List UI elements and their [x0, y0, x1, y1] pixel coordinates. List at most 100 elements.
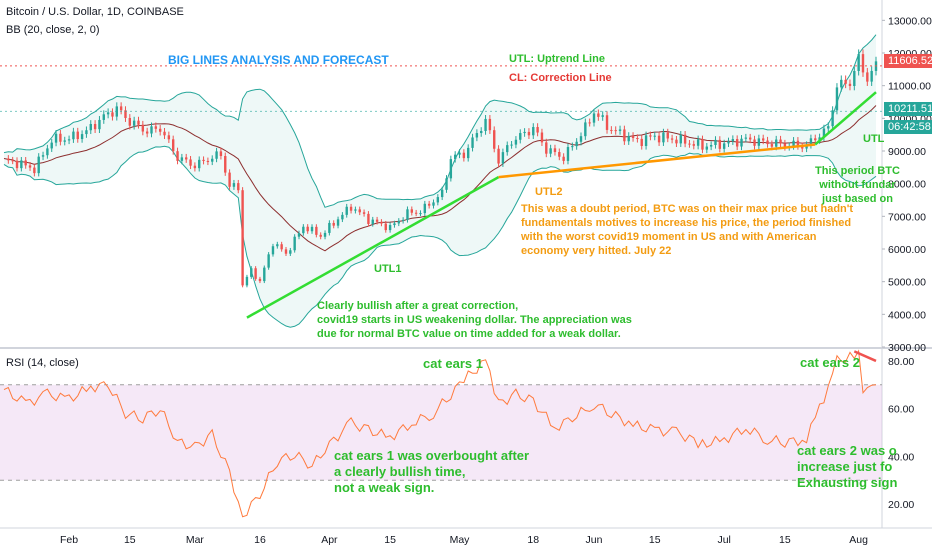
candle-body [566, 147, 570, 161]
rsi-axis-tick-label: 20.00 [888, 499, 914, 511]
candle-body [76, 131, 79, 140]
candle-body [705, 146, 709, 150]
candle-body [358, 209, 361, 213]
cat-ears-2-label: cat ears 2 [800, 355, 860, 370]
trend-line-utl2 [498, 143, 816, 179]
price-axis-tick-label: 8000.00 [888, 179, 926, 191]
candle-body [675, 139, 678, 144]
candle-body [297, 233, 301, 237]
candle-body [601, 115, 604, 117]
candle-body [158, 128, 162, 132]
bullish-note-line-1: Clearly bullish after a great correction… [317, 300, 519, 312]
ears1-note-line-3: not a weak sign. [334, 480, 435, 495]
candle-body [744, 137, 748, 139]
candle-body [232, 183, 236, 187]
candle-body [597, 113, 600, 117]
candle-body [453, 154, 457, 160]
bb-legend: BB (20, close, 2, 0) [6, 24, 100, 36]
candle-body [59, 133, 62, 142]
candle-body [336, 219, 340, 226]
candle-body [80, 134, 84, 140]
candle-body [866, 72, 869, 82]
candle-body [610, 129, 613, 131]
bullish-note-line-2: covid19 starts in US weakening dollar. T… [317, 314, 632, 326]
candle-body [822, 128, 826, 138]
last-price-badge: 11606.52 [884, 54, 932, 68]
rsi-axis-tick-label: 80.00 [888, 356, 914, 368]
candle-body [818, 137, 821, 141]
candle-body [770, 144, 774, 147]
candle-body [623, 129, 626, 142]
time-axis-tick-label: May [450, 534, 471, 546]
ears1-note-line-2: a clearly bullish time, [334, 464, 466, 479]
candle-body [106, 112, 110, 115]
candle-body [575, 141, 578, 147]
candle-body [293, 236, 296, 251]
bb-upper-line [3, 34, 877, 208]
candle-body [679, 134, 682, 144]
candle-body [592, 113, 596, 123]
candle-body [215, 151, 218, 159]
candle-body [775, 139, 778, 147]
bb-basis-line [3, 105, 877, 252]
candle-body [545, 142, 548, 154]
candle-body [549, 148, 552, 154]
time-axis-tick-label: 15 [384, 534, 396, 546]
candle-body [72, 131, 75, 140]
candle-body [41, 155, 45, 157]
candle-body [696, 139, 700, 146]
candle-body [848, 83, 852, 87]
candle-body [714, 139, 717, 146]
candle-body [328, 222, 331, 233]
candle-body [814, 138, 817, 141]
candle-body [211, 158, 214, 162]
candle-body [119, 106, 123, 111]
time-axis-tick-label: Jul [717, 534, 730, 546]
candle-body [11, 160, 14, 162]
candle-body [393, 223, 396, 226]
candle-body [124, 110, 127, 119]
candle-body [250, 268, 253, 277]
candle-body [224, 156, 227, 173]
candle-body [150, 126, 153, 134]
candle-body [33, 167, 36, 174]
candle-body [37, 156, 40, 174]
candle-body [493, 130, 496, 149]
candle-body [692, 144, 695, 146]
cat-ears-1-label: cat ears 1 [423, 356, 483, 371]
candle-body [657, 135, 661, 143]
candle-body [727, 141, 730, 144]
price-axis-tick-label: 13000.00 [888, 15, 932, 27]
candle-body [748, 137, 752, 140]
candle-body [206, 160, 210, 162]
ears2-note-line-2: increase just fo [797, 459, 893, 474]
rsi-line [3, 349, 877, 518]
doubt-note-line-1: This was a doubt period, BTC was on thei… [521, 203, 854, 215]
period-note: This period BTC without fundar just base… [815, 164, 900, 206]
cl-definition: CL: Correction Line [509, 72, 612, 84]
candle-body [289, 250, 292, 254]
candle-body [85, 130, 88, 135]
candle-body [449, 159, 453, 179]
candle-body [54, 133, 58, 143]
candle-body [644, 135, 648, 147]
candle-body [137, 120, 140, 125]
candle-body [532, 127, 535, 136]
price-axis-tick-label: 11000.00 [888, 81, 931, 93]
candle-body [766, 140, 769, 145]
cat-ears-2-note: cat ears 2 was o increase just fo Exhaus… [797, 443, 897, 491]
candle-body [380, 221, 383, 224]
candle-body [553, 148, 557, 153]
candle-body [375, 219, 379, 222]
candle-body [683, 134, 687, 144]
candle-body [349, 206, 353, 211]
candle-body [631, 135, 635, 139]
time-axis-tick-label: 18 [527, 534, 539, 546]
candle-body [219, 151, 223, 157]
candle-body [636, 138, 639, 140]
candle-body [228, 172, 231, 187]
price-axis-tick-label: 5000.00 [888, 277, 926, 289]
candle-body [345, 206, 348, 215]
